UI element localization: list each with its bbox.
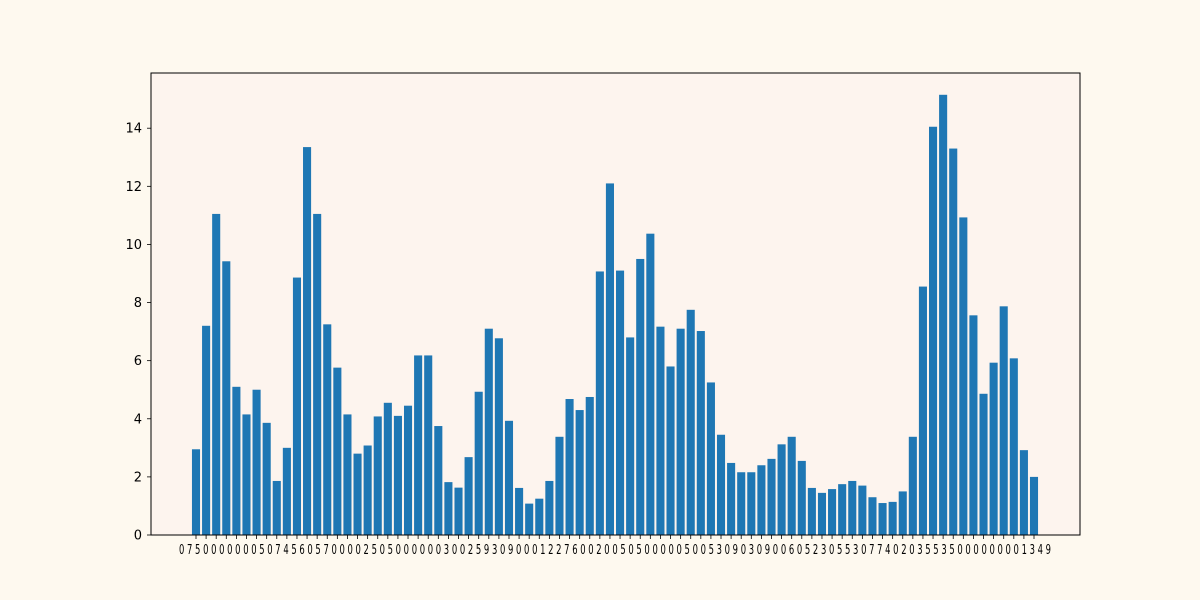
bar-18	[373, 416, 382, 535]
bar-36	[555, 436, 564, 535]
bar-23	[424, 355, 433, 535]
bar-46	[656, 326, 665, 535]
bar-75	[949, 148, 958, 536]
bar-21	[403, 405, 413, 535]
bar-41	[605, 183, 614, 536]
bar-82	[1019, 450, 1028, 535]
bar-79	[989, 362, 998, 535]
y-tick-label: 12	[125, 180, 142, 195]
bar-25	[444, 482, 453, 535]
bar-69	[888, 501, 897, 535]
bar-3	[222, 261, 231, 535]
bar-51	[706, 382, 715, 535]
bar-77	[969, 315, 978, 535]
bar-14	[333, 367, 342, 535]
bar-15	[343, 414, 352, 535]
bar-31	[504, 420, 514, 535]
bar-6	[252, 389, 261, 535]
bar-48	[676, 328, 685, 535]
bar-19	[383, 402, 392, 535]
bar-71	[908, 436, 917, 535]
bar-38	[575, 410, 584, 535]
bar-47	[666, 366, 675, 535]
bar-0	[191, 449, 201, 535]
bar-49	[686, 309, 695, 535]
bar-20	[393, 415, 402, 535]
bar-12	[313, 213, 322, 536]
bar-29	[484, 328, 493, 535]
bar-33	[525, 503, 534, 535]
bar-72	[918, 286, 927, 535]
bar-56	[757, 465, 766, 535]
bar-13	[323, 324, 332, 535]
x-tick-labels: 0 7 5 0 0 0 0 0 0 0 5 0 7 4 5 6 0 5 7 0 …	[179, 543, 1051, 558]
bar-10	[292, 277, 302, 535]
bar-26	[454, 487, 463, 535]
y-tick-label: 6	[134, 354, 142, 369]
bar-59	[787, 436, 796, 535]
y-axis: 0 2 4 6 8 10 12 14	[125, 122, 151, 544]
bar-81	[1009, 358, 1018, 535]
bar-58	[777, 444, 786, 535]
bar-55	[747, 472, 756, 535]
bar-52	[716, 434, 726, 535]
bar-24	[434, 426, 443, 535]
bar-8	[272, 480, 281, 535]
bar-2	[212, 213, 221, 536]
bar-42	[616, 270, 625, 535]
y-tick-label: 4	[134, 412, 142, 427]
y-tick-label: 14	[125, 122, 142, 137]
bar-45	[646, 233, 655, 535]
bar-1	[202, 325, 211, 535]
bar-78	[979, 393, 988, 535]
bar-80	[999, 306, 1008, 535]
bar-53	[727, 462, 736, 535]
bar-39	[585, 396, 594, 535]
bar-66	[858, 485, 867, 535]
y-tick-label: 0	[134, 529, 142, 544]
bar-16	[353, 453, 362, 535]
bar-40	[595, 271, 604, 535]
bar-34	[535, 498, 544, 535]
bar-73	[929, 126, 938, 535]
bar-74	[939, 94, 948, 535]
bar-83	[1029, 476, 1039, 535]
bar-11	[303, 147, 312, 535]
bar-32	[515, 487, 524, 535]
bar-57	[767, 458, 776, 535]
plot-frame	[150, 72, 1081, 536]
x-axis: 0 7 5 0 0 0 0 0 0 0 5 0 7 4 5 6 0 5 7 0 …	[179, 535, 1051, 558]
bar-35	[545, 480, 554, 535]
y-tick-label: 2	[134, 470, 142, 485]
bar-68	[878, 503, 887, 535]
bar-43	[626, 337, 635, 535]
bar-61	[807, 487, 816, 535]
bar-44	[636, 258, 645, 535]
bar-17	[363, 445, 372, 535]
bar-5	[242, 414, 251, 535]
bar-37	[565, 399, 574, 535]
y-tick-label: 8	[134, 296, 142, 311]
bar-64	[838, 484, 847, 535]
bar-76	[959, 217, 968, 535]
bar-22	[414, 355, 423, 535]
bar-30	[494, 338, 503, 535]
bar-63	[828, 489, 837, 535]
bar-60	[797, 460, 806, 535]
bar-67	[868, 497, 877, 535]
bar-65	[848, 480, 857, 535]
bar-27	[464, 457, 473, 535]
bar-7	[262, 422, 271, 535]
bar-28	[474, 391, 483, 535]
bars-group	[191, 94, 1039, 536]
bar-4	[232, 386, 241, 535]
bar-50	[696, 331, 705, 535]
y-tick-label: 10	[125, 238, 142, 253]
bar-70	[898, 491, 907, 535]
bar-54	[737, 472, 746, 535]
bar-62	[817, 492, 827, 535]
bar-9	[282, 447, 291, 535]
